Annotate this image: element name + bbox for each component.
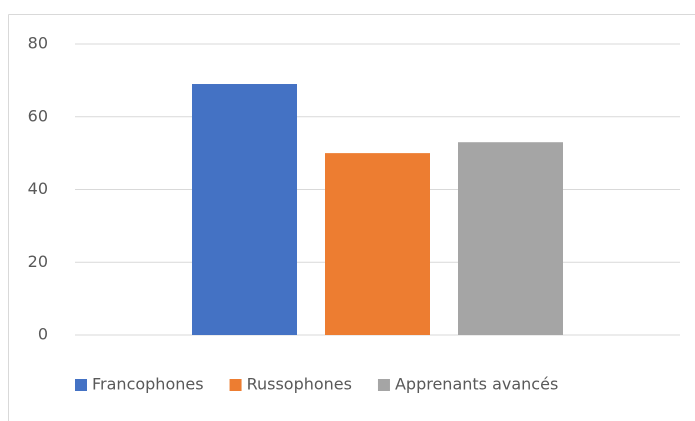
y-tick-label: 0 — [38, 325, 48, 344]
legend-label: Russophones — [247, 375, 352, 394]
bar — [192, 84, 297, 335]
legend-label: Apprenants avancés — [395, 375, 558, 394]
bar — [325, 153, 430, 335]
legend-swatch — [229, 379, 242, 391]
y-tick-label: 40 — [28, 179, 48, 198]
y-tick-label: 60 — [28, 106, 48, 125]
y-tick-label: 80 — [28, 34, 48, 53]
legend-swatch — [377, 379, 390, 391]
y-tick-label: 20 — [28, 252, 48, 271]
bar — [458, 142, 563, 335]
legend-swatch — [75, 379, 87, 391]
legend-label: Francophones — [92, 375, 204, 394]
